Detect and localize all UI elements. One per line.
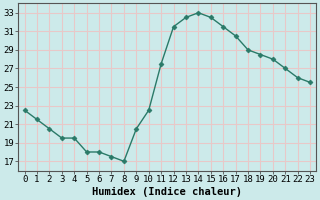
- X-axis label: Humidex (Indice chaleur): Humidex (Indice chaleur): [92, 186, 242, 197]
